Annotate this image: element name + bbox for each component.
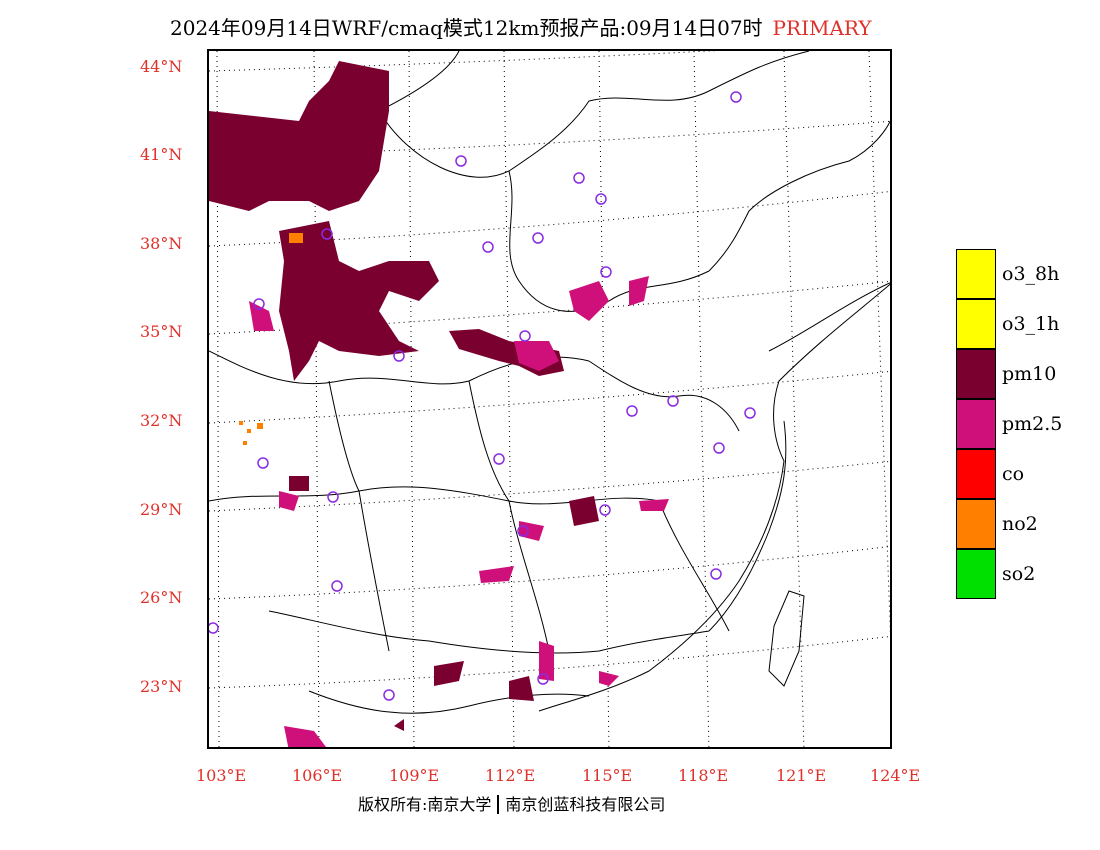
legend-label-pm25: pm2.5	[1002, 413, 1063, 435]
lon-label-115: 115°E	[582, 766, 633, 785]
lat-label-41: 41°N	[140, 145, 183, 164]
lon-label-112: 112°E	[485, 766, 536, 785]
legend-swatch-o3-1h	[956, 299, 996, 349]
taiwan-outline	[768, 590, 805, 687]
legend-label-pm10: pm10	[1002, 363, 1057, 385]
graticule	[209, 51, 890, 747]
station-markers	[209, 91, 756, 701]
footer-copyright-owner: 版权所有:南京大学	[358, 795, 492, 814]
legend-swatch-co	[956, 449, 996, 499]
no2-spots	[239, 233, 303, 445]
copyright-footer: 版权所有:南京大学 南京创蓝科技有限公司	[358, 791, 671, 815]
map-canvas	[209, 51, 890, 747]
legend-label-so2: so2	[1002, 563, 1036, 585]
lat-label-26: 26°N	[140, 588, 183, 607]
province-boundaries	[209, 51, 890, 714]
lon-label-118: 118°E	[678, 766, 729, 785]
lon-label-109: 109°E	[389, 766, 440, 785]
lon-label-121: 121°E	[776, 766, 827, 785]
map-panel	[207, 49, 892, 749]
map-title: 2024年09月14日WRF/cmaq模式12km预报产品:09月14日07时 P…	[170, 12, 872, 41]
title-main: 2024年09月14日WRF/cmaq模式12km预报产品:09月14日07时	[170, 16, 763, 40]
lat-label-32: 32°N	[140, 411, 183, 430]
legend-label-co: co	[1002, 463, 1025, 485]
lon-label-103: 103°E	[196, 766, 247, 785]
legend-swatch-pm25	[956, 399, 996, 449]
legend-label-o3-1h: o3_1h	[1002, 313, 1060, 335]
legend-swatch-so2	[956, 549, 996, 599]
lat-label-23: 23°N	[140, 677, 183, 696]
legend-swatch-o3-8h	[956, 249, 996, 299]
legend-swatch-no2	[956, 499, 996, 549]
coastline	[538, 283, 890, 712]
lat-label-38: 38°N	[140, 234, 183, 253]
lon-label-106: 106°E	[292, 766, 343, 785]
lat-label-29: 29°N	[140, 500, 183, 519]
legend-swatch-pm10	[956, 349, 996, 399]
footer-company: 南京创蓝科技有限公司	[497, 795, 666, 814]
title-primary-tag: PRIMARY	[772, 16, 872, 40]
lat-label-44: 44°N	[140, 57, 183, 76]
pm10-regions	[209, 61, 599, 731]
lat-label-35: 35°N	[140, 322, 183, 341]
legend-label-no2: no2	[1002, 513, 1038, 535]
lon-label-124: 124°E	[870, 766, 921, 785]
legend-label-o3-8h: o3_8h	[1002, 263, 1060, 285]
